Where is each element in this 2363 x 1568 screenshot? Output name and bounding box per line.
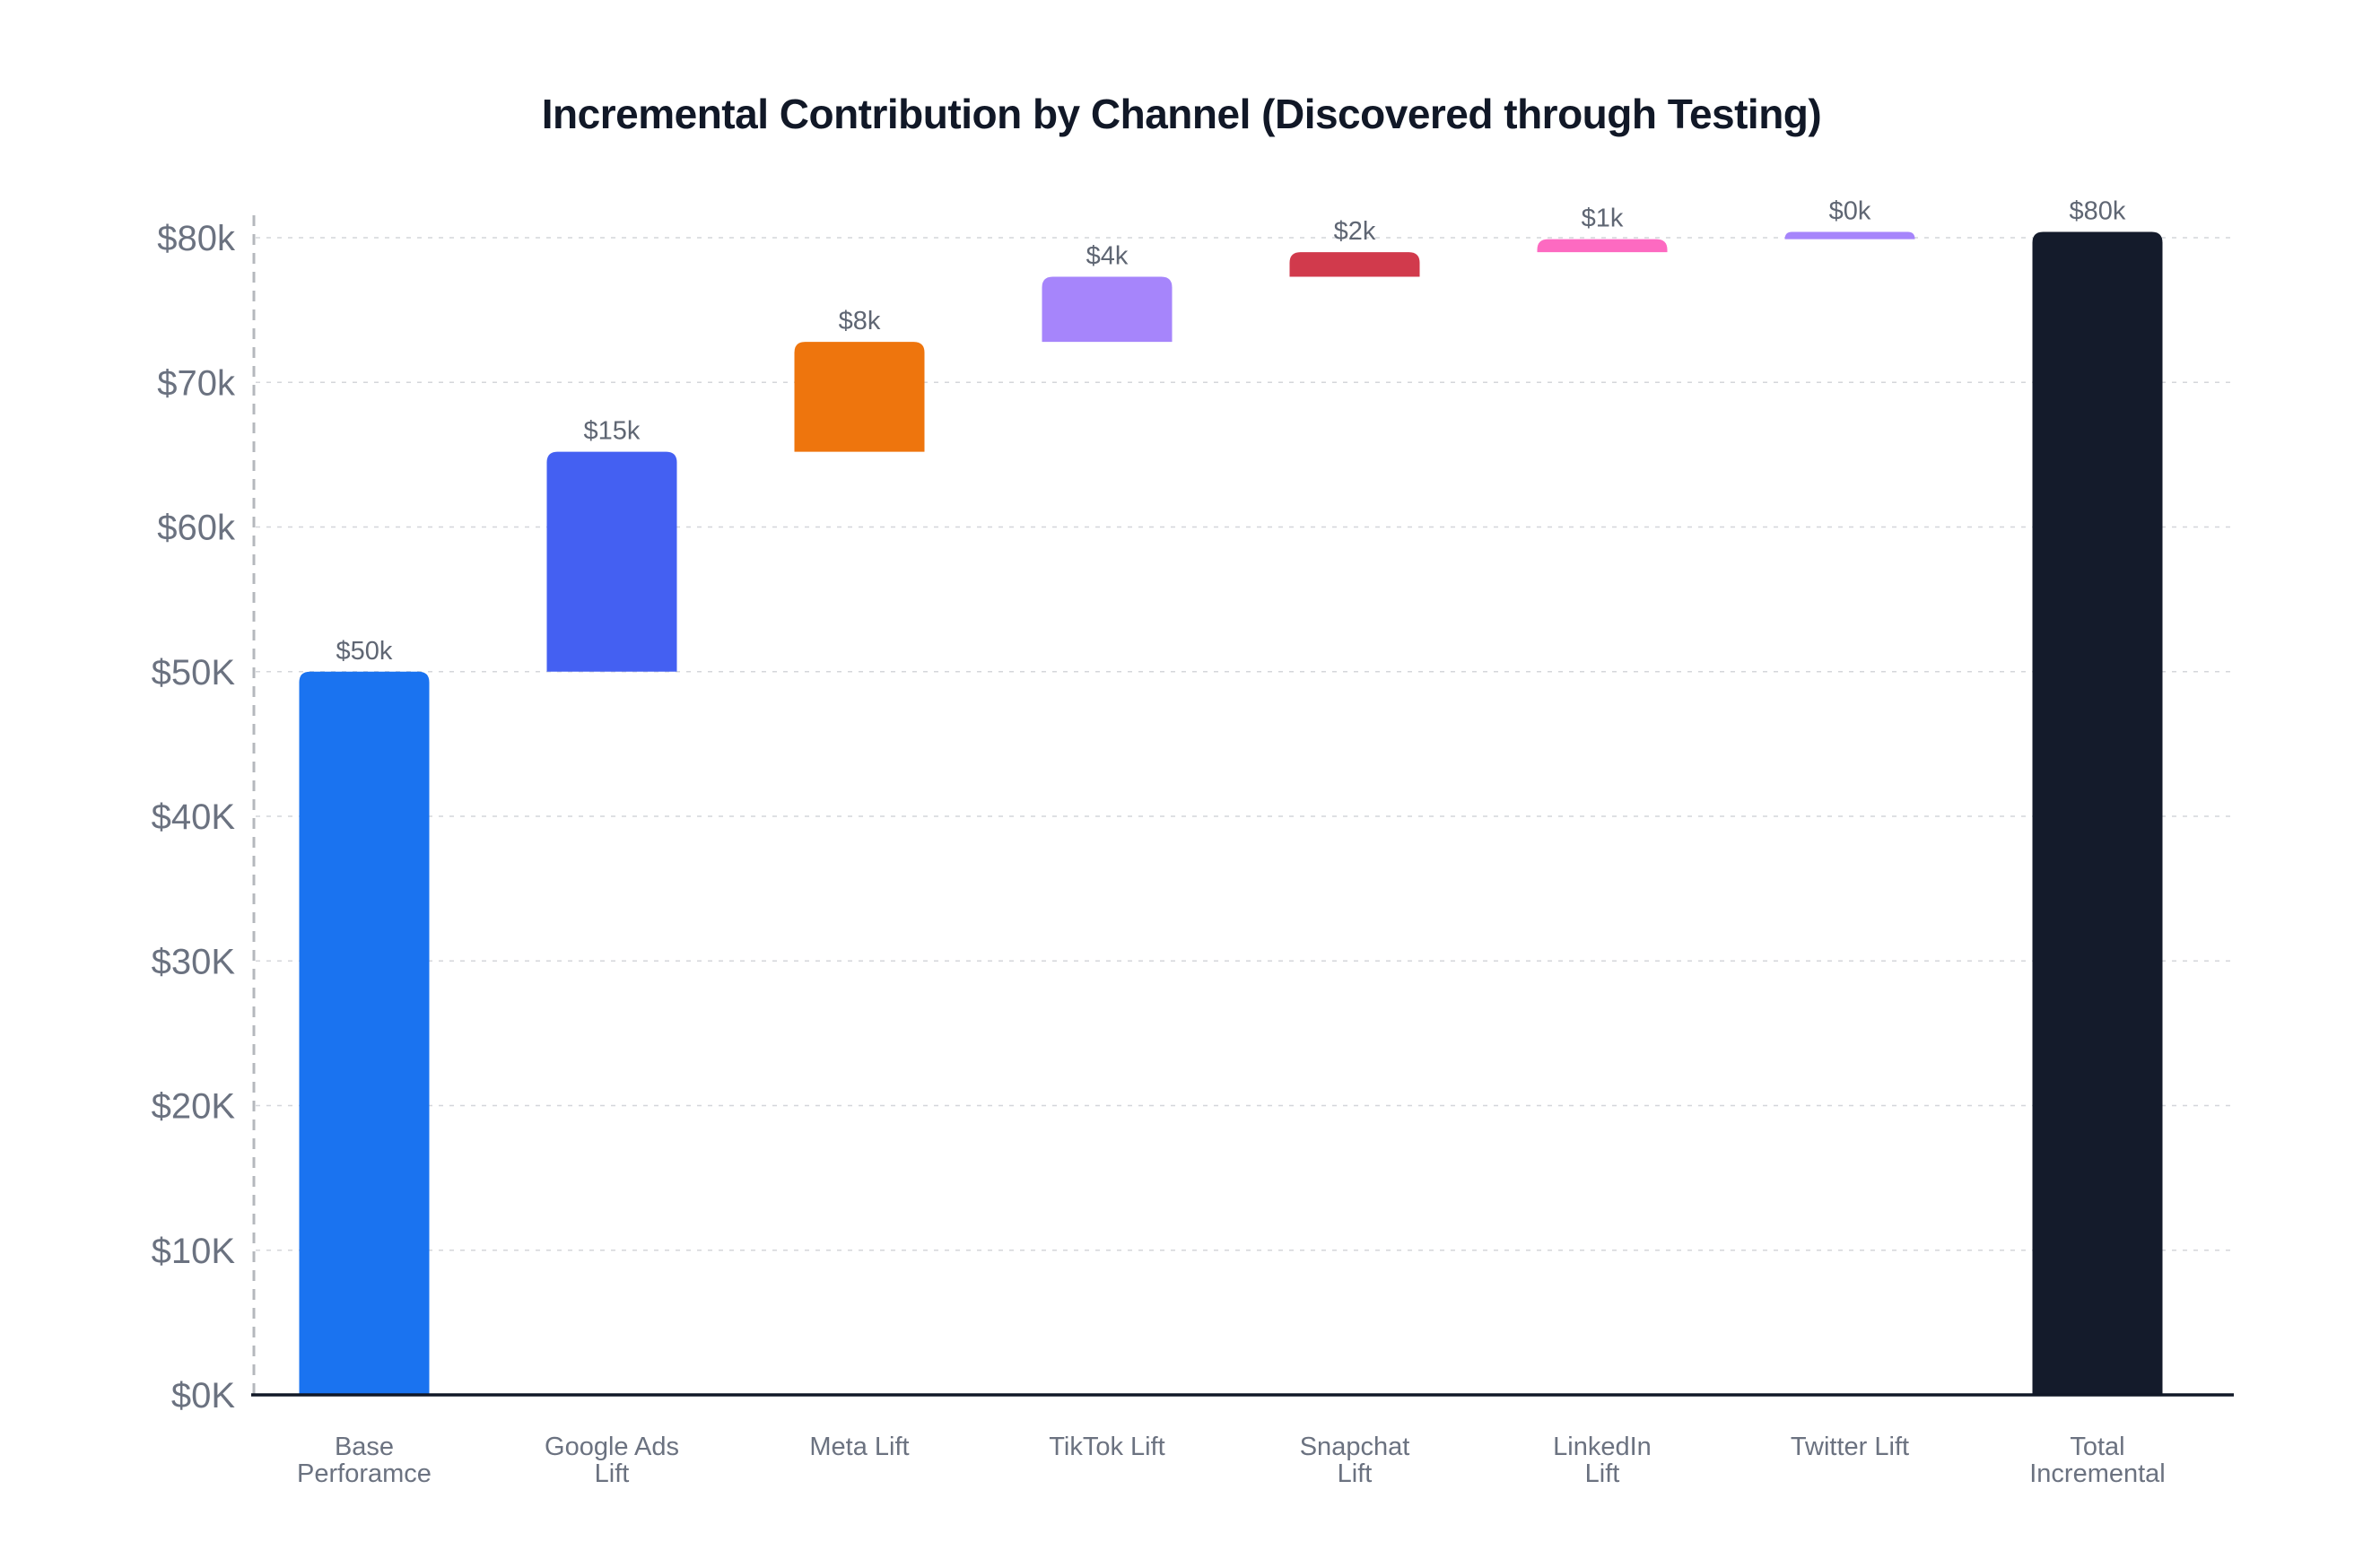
- axes: [251, 215, 2234, 1397]
- bars: [299, 231, 2163, 1395]
- y-tick-label: $50K: [152, 653, 236, 693]
- x-tick-label: Google Ads Lift: [545, 1433, 679, 1488]
- data-label: $8k: [839, 307, 881, 335]
- x-tick-label-line: Snapchat: [1300, 1433, 1410, 1461]
- y-tick-label: $10K: [152, 1232, 236, 1271]
- chart-title: Incremental Contribution by Channel (Dis…: [542, 91, 1821, 137]
- bar: [1784, 231, 1915, 240]
- x-tick-label-line: Incremental: [2029, 1459, 2166, 1488]
- y-tick-label: $60k: [157, 509, 236, 548]
- y-tick-label: $30K: [152, 942, 236, 981]
- y-tick-label: $70k: [157, 363, 236, 403]
- y-tick-label: $0K: [171, 1376, 235, 1416]
- y-axis-ticks: $0K $10K $20K $30K $40K $50K $60k $70k $80k: [152, 219, 236, 1416]
- x-tick-label-line: Base: [335, 1433, 394, 1461]
- x-tick-label-line: Meta Lift: [809, 1433, 909, 1461]
- x-tick-label: Twitter Lift: [1791, 1433, 1909, 1461]
- data-label: $2k: [1334, 217, 1376, 246]
- y-tick-label: $40K: [152, 797, 236, 837]
- data-label: $4k: [1086, 242, 1129, 271]
- data-label: $1k: [1582, 205, 1624, 233]
- bar: [546, 451, 677, 672]
- x-tick-label-line: Lift: [1338, 1459, 1373, 1488]
- gridlines: [256, 237, 2234, 1251]
- x-tick-label-line: Lift: [595, 1459, 630, 1488]
- x-tick-label-line: Total: [2070, 1433, 2124, 1461]
- x-tick-label: Total Incremental: [2029, 1433, 2166, 1488]
- data-label: $80k: [2070, 197, 2126, 226]
- bar: [1537, 239, 1668, 253]
- y-tick-label: $80k: [157, 219, 236, 258]
- x-tick-label: LinkedIn Lift: [1553, 1433, 1652, 1488]
- x-tick-label: Meta Lift: [809, 1433, 909, 1461]
- data-labels: $50k $15k $8k $4k $2k $1k $0k $80k: [336, 197, 2126, 666]
- bar: [1289, 252, 1420, 277]
- x-tick-label-line: LinkedIn: [1553, 1433, 1652, 1461]
- y-tick-label: $20K: [152, 1087, 236, 1127]
- x-tick-label-line: Perforamce: [297, 1459, 432, 1488]
- x-tick-label: Base Perforamce: [297, 1433, 432, 1488]
- data-label: $50k: [336, 637, 393, 666]
- x-tick-label-line: Lift: [1585, 1459, 1620, 1488]
- x-tick-label-line: TikTok Lift: [1049, 1433, 1164, 1461]
- x-tick-label: TikTok Lift: [1049, 1433, 1164, 1461]
- bar: [794, 342, 925, 452]
- bar: [1042, 276, 1173, 343]
- x-tick-label-line: Twitter Lift: [1791, 1433, 1909, 1461]
- data-label: $15k: [584, 417, 641, 446]
- data-label: $0k: [1829, 197, 1871, 226]
- x-tick-label: Snapchat Lift: [1300, 1433, 1410, 1488]
- bar: [2032, 231, 2163, 1395]
- x-tick-label-line: Google Ads: [545, 1433, 679, 1461]
- bar: [299, 671, 430, 1395]
